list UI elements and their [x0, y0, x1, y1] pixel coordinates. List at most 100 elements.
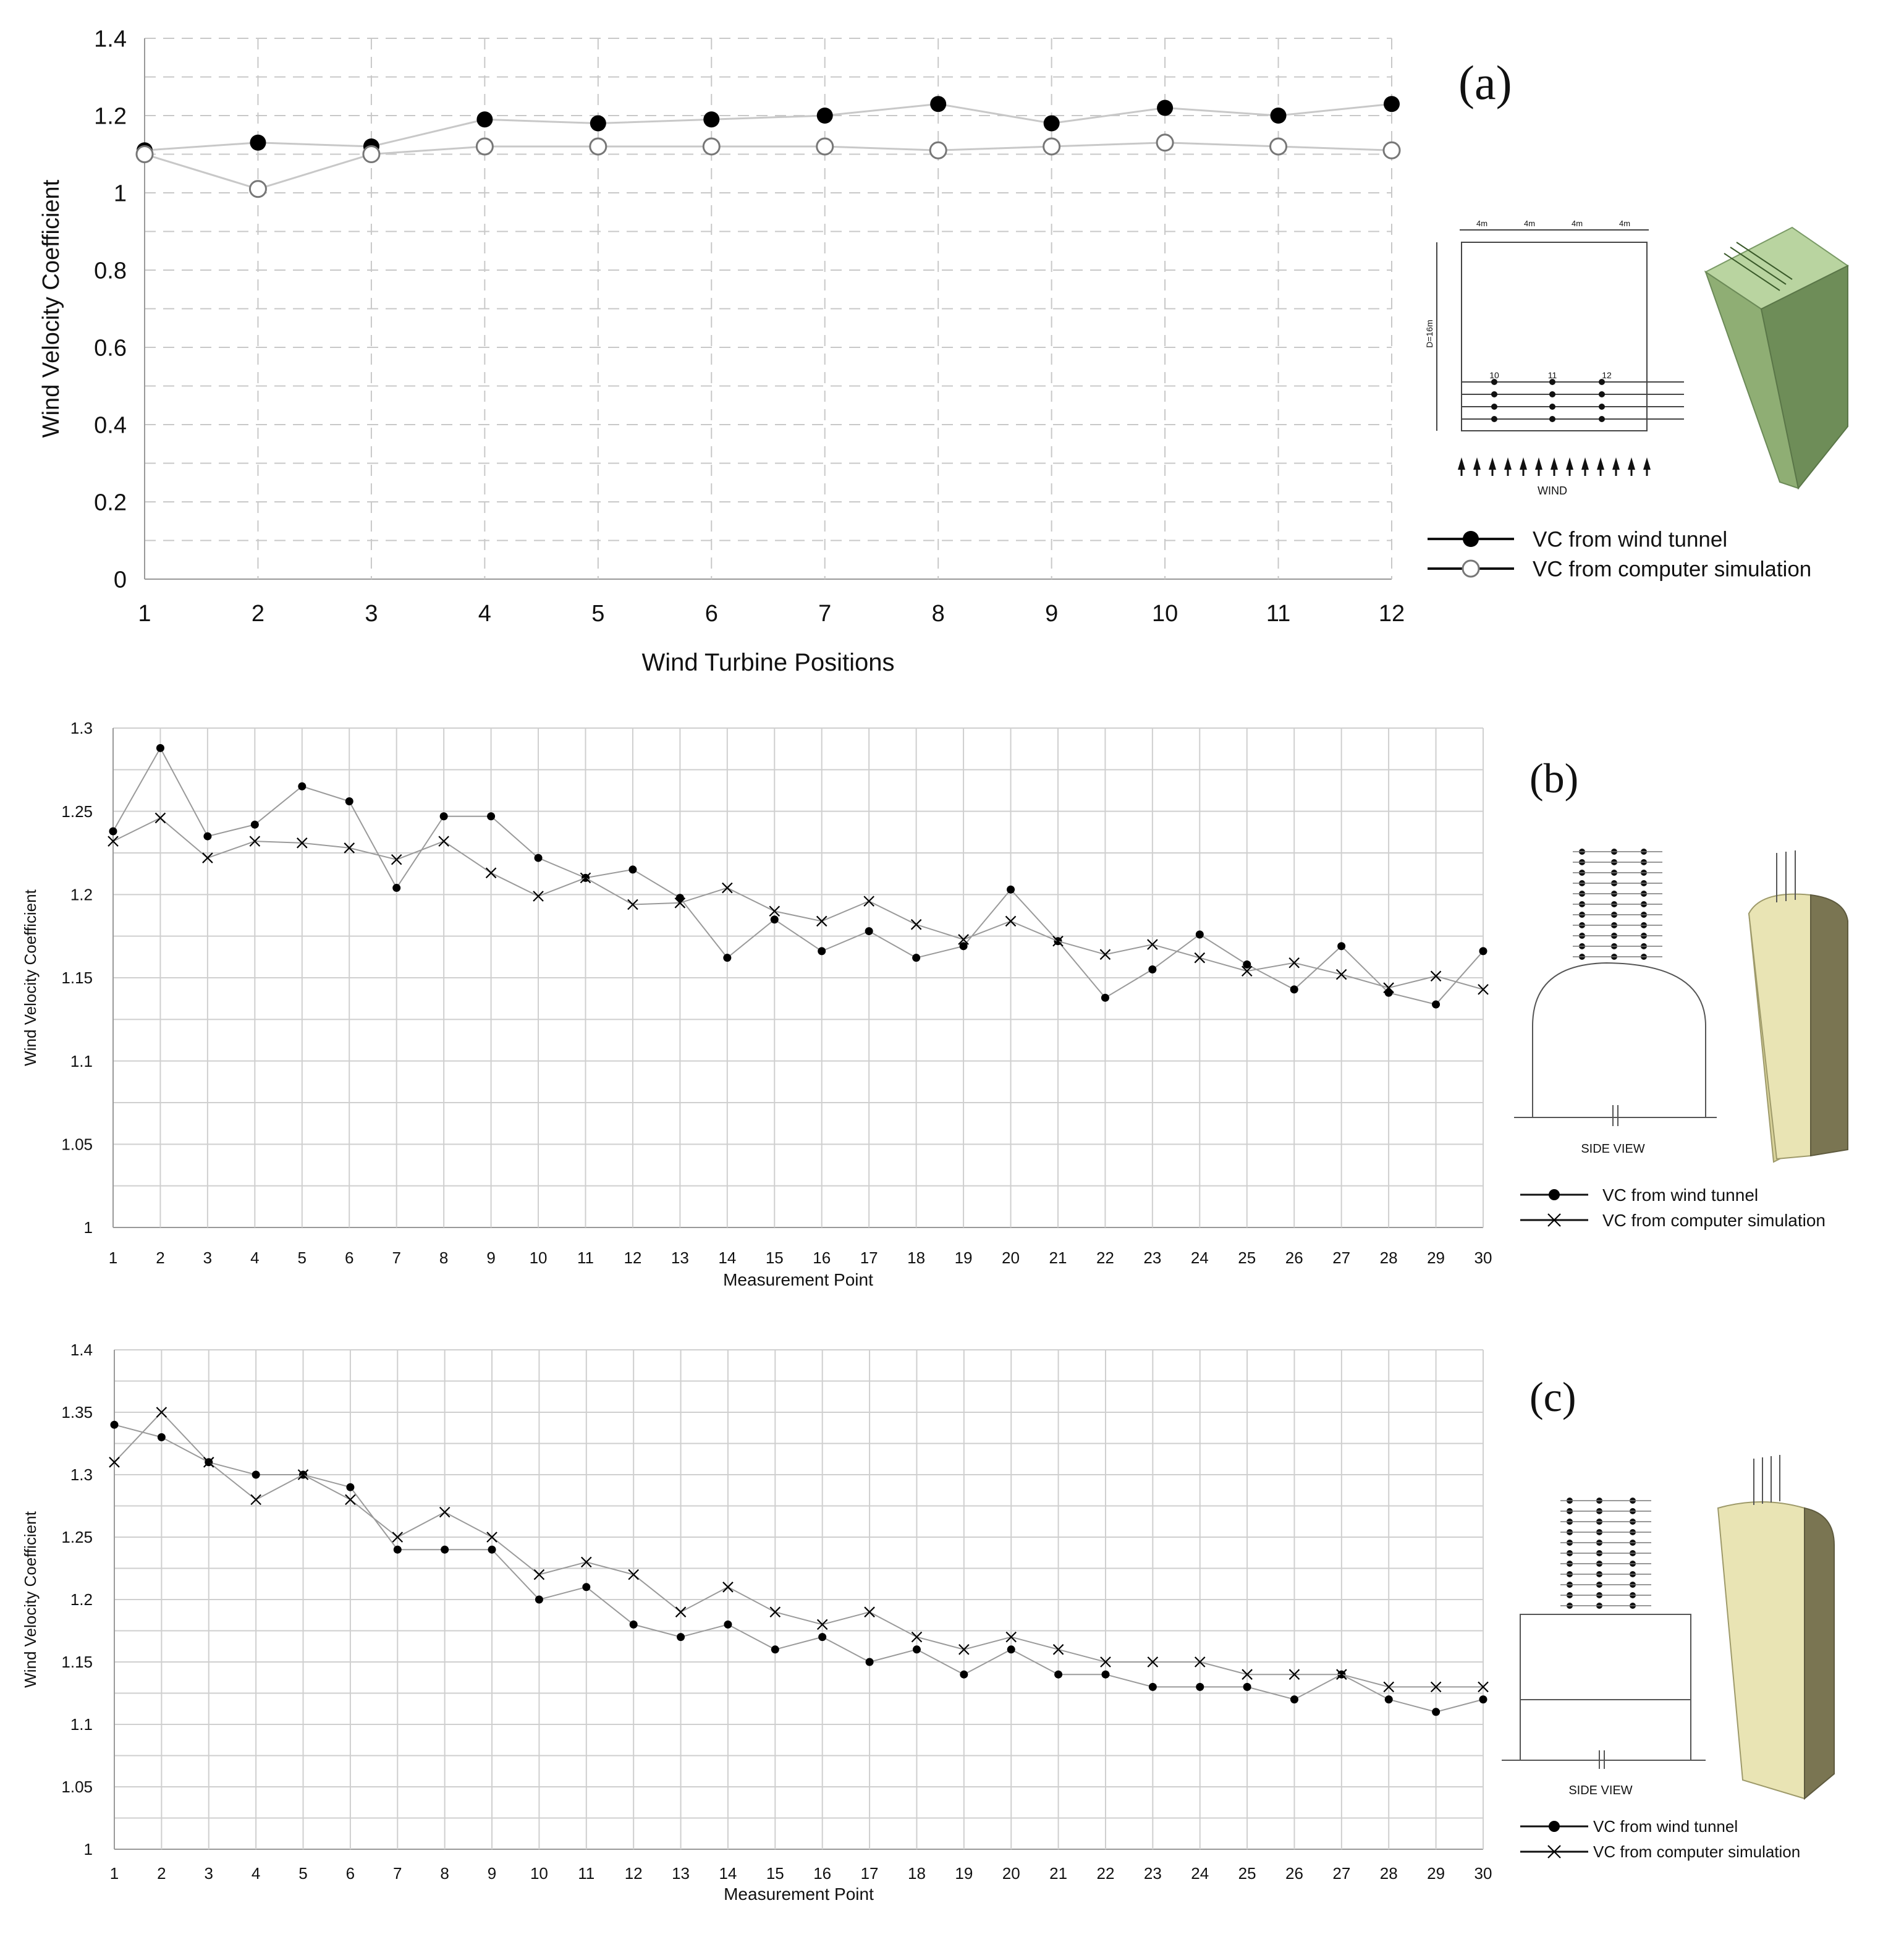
x-marker-stroke	[438, 836, 449, 847]
x-marker-stroke	[1147, 939, 1158, 950]
x-marker-stroke	[344, 842, 355, 854]
data-point	[1479, 947, 1487, 956]
data-point	[1100, 1656, 1111, 1668]
side-view-outline	[1520, 1614, 1691, 1761]
x-tick-label: 12	[625, 1864, 643, 1883]
legend-marker	[1547, 1845, 1561, 1859]
plan-dim-label: 4m	[1524, 219, 1535, 228]
x-marker-stroke	[109, 1457, 120, 1468]
x-marker-stroke	[1052, 1644, 1064, 1655]
x-marker-stroke	[1547, 1845, 1561, 1859]
x-marker-stroke	[911, 1631, 923, 1643]
data-point	[108, 836, 119, 847]
panel-label: (c)	[1530, 1373, 1576, 1420]
x-tick-label: 2	[156, 1248, 164, 1267]
data-point	[580, 872, 591, 884]
x-tick-label: 29	[1427, 1248, 1445, 1267]
panel-c: 11.051.11.151.21.251.31.351.41 2 3 4 5 6 7 8 9 10…	[21, 1341, 1800, 1904]
x-marker-stroke	[580, 872, 591, 884]
data-point	[109, 1457, 120, 1468]
series-line	[114, 1411, 1483, 1688]
x-marker-stroke	[1194, 1656, 1206, 1668]
y-tick-label: 1	[84, 1840, 93, 1859]
x-tick-label: 22	[1096, 1248, 1114, 1267]
data-point	[1384, 988, 1393, 997]
x-tick-label: 28	[1380, 1248, 1398, 1267]
plan-point	[1491, 379, 1497, 385]
wind-arrow	[1628, 457, 1635, 470]
data-point	[1290, 1695, 1298, 1704]
y-tick-label: 1.15	[61, 968, 93, 987]
wind-arrow-stem	[1522, 468, 1525, 476]
data-point	[475, 137, 494, 156]
data-point	[485, 867, 497, 879]
data-point	[816, 108, 833, 124]
x-tick-label: 9	[1045, 601, 1058, 627]
data-point	[910, 919, 922, 930]
wind-arrow-stem	[1538, 468, 1540, 476]
x-tick-label: 13	[671, 1248, 689, 1267]
data-point	[863, 896, 874, 907]
x-marker-stroke	[249, 836, 261, 847]
series-line	[144, 142, 1392, 190]
data-point	[769, 1606, 781, 1617]
x-axis-label: Measurement Point	[724, 1884, 874, 1904]
side-view-label: SIDE VIEW	[1581, 1142, 1644, 1156]
x-marker-stroke	[1336, 1669, 1347, 1680]
x-tick-label: 15	[766, 1864, 784, 1883]
y-tick-label: 0	[114, 567, 127, 593]
plan-outline	[1461, 242, 1648, 431]
x-tick-label: 12	[1379, 601, 1405, 627]
data-point	[393, 1545, 402, 1554]
x-tick-label: 4	[478, 601, 491, 627]
y-tick-label: 1.05	[61, 1778, 93, 1796]
x-tick-label: 5	[298, 1248, 307, 1267]
x-marker-stroke	[674, 897, 686, 909]
panel-label: (b)	[1530, 755, 1578, 802]
data-point	[1101, 1670, 1110, 1679]
x-tick-label: 16	[813, 1864, 831, 1883]
x-tick-label: 13	[672, 1864, 690, 1883]
legend-label: VC from computer simulation	[1593, 1842, 1800, 1861]
data-point	[1243, 1682, 1251, 1691]
data-point	[722, 1582, 734, 1593]
x-tick-label: 6	[346, 1864, 355, 1883]
data-point	[1290, 985, 1298, 994]
x-marker-stroke	[1005, 915, 1017, 927]
data-point	[344, 842, 355, 854]
data-point	[958, 934, 969, 945]
data-point	[202, 852, 213, 863]
yellow-tower-illustration	[1748, 850, 1848, 1163]
data-point	[1432, 1000, 1441, 1009]
data-point	[1479, 1695, 1487, 1704]
wind-arrow-stem	[1599, 468, 1602, 476]
data-point	[958, 1644, 970, 1655]
x-tick-label: 8	[439, 1248, 448, 1267]
x-marker-stroke	[156, 1407, 167, 1418]
plan-dim-label: 4m	[1619, 219, 1630, 228]
y-tick-label: 1.05	[61, 1135, 93, 1153]
wind-arrow	[1643, 457, 1651, 470]
y-tick-label: 1	[114, 180, 127, 206]
x-tick-label: 25	[1238, 1248, 1256, 1267]
x-tick-label: 4	[252, 1864, 260, 1883]
x-tick-label: 18	[907, 1248, 925, 1267]
y-axis-label: Wind Velocity Coefficient	[38, 179, 64, 438]
data-point	[156, 1407, 167, 1418]
x-marker-stroke	[297, 1469, 309, 1480]
wind-arrow	[1504, 457, 1512, 470]
x-marker-stroke	[958, 934, 969, 945]
legend-label: VC from computer simulation	[1602, 1211, 1826, 1230]
y-tick-label: 1.4	[94, 26, 127, 52]
side-view-diagram-b	[1514, 849, 1717, 1126]
data-point	[298, 782, 307, 790]
data-point	[769, 905, 781, 917]
data-point	[1478, 984, 1489, 995]
data-point	[534, 854, 543, 862]
data-point	[912, 1645, 921, 1654]
x-tick-label: 25	[1238, 1864, 1256, 1883]
legend-marker	[1549, 1189, 1560, 1200]
x-tick-label: 8	[440, 1864, 449, 1883]
series-line	[114, 1424, 1484, 1713]
